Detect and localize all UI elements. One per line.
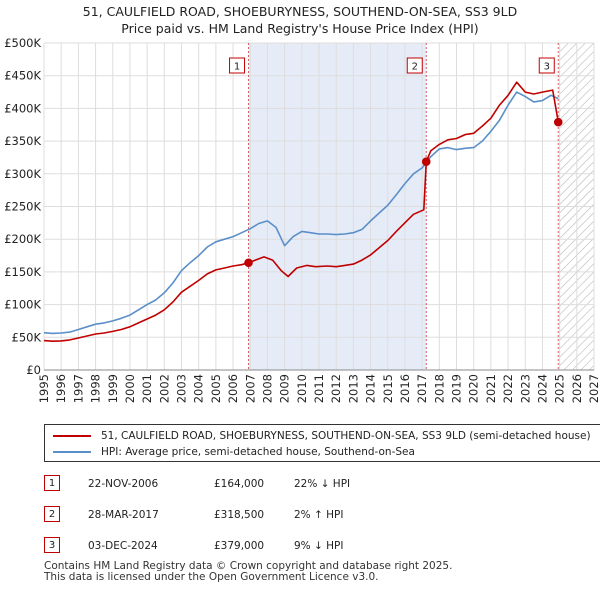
sale-point [421,157,431,167]
sale-label: 3 [544,62,550,73]
x-tick-label: 2013 [346,374,360,403]
x-tick-label: 2022 [501,374,515,403]
x-tick-label: 2021 [484,374,498,403]
x-tick-label: 2018 [432,374,446,403]
transaction-hpi: 2% ↑ HPI [294,509,344,521]
x-tick-label: 2019 [450,374,464,403]
legend-price-label: 51, CAULFIELD ROAD, SHOEBURYNESS, SOUTHE… [101,430,591,442]
sale-label: 1 [234,62,240,73]
price-chart: 1 2 3 £0 £50K £100K £150K £200K £250K £300K £350K £… [4,36,600,403]
legend-hpi-line [53,451,91,453]
transaction-number: 2 [44,506,60,522]
footer: Contains HM Land Registry data © Crown c… [44,561,452,583]
price-series-line [43,81,561,342]
sale-label-box [538,57,555,74]
footer-licence: This data is licensed under the Open Gov… [44,571,379,583]
x-tick-label: 2020 [467,374,481,403]
transaction-date: 03-DEC-2024 [88,540,158,552]
x-tick-label: 2010 [295,374,309,403]
x-tick-label: 2007 [243,374,257,403]
x-tick-label: 2015 [381,374,395,403]
x-tick-label: 2026 [570,374,584,403]
sale-label-box [406,57,423,74]
y-tick-label: £200K [4,232,41,246]
legend-item-hpi: HPI: Average price, semi-detached house,… [53,444,415,460]
y-tick-label: £50K [12,330,42,344]
legend: 51, CAULFIELD ROAD, SHOEBURYNESS, SOUTHE… [44,424,600,462]
x-tick-label: 2014 [364,374,378,403]
chart-subtitle: Price paid vs. HM Land Registry's House … [121,21,479,36]
x-tick-label: 2025 [553,374,567,403]
footer-copyright: Contains HM Land Registry data © Crown c… [44,560,453,572]
x-tick-label: 2023 [518,374,532,403]
y-tick-label: £300K [4,167,41,181]
transaction-price: £164,000 [214,478,265,490]
y-tick-label: £150K [4,265,41,279]
x-tick-label: 2012 [329,374,343,403]
chart-title-line: 51, CAULFIELD ROAD, SHOEBURYNESS, SOUTHE… [82,4,518,19]
legend-item-price: 51, CAULFIELD ROAD, SHOEBURYNESS, SOUTHE… [53,428,591,444]
y-tick-label: £250K [4,200,41,214]
x-tick-label: 1998 [89,374,103,403]
legend-price-line [53,435,91,437]
transaction-number: 3 [44,537,60,553]
x-tick-label: 2008 [260,374,274,403]
transaction-hpi: 9% ↓ HPI [294,540,344,552]
transaction-date: 28-MAR-2017 [88,509,159,521]
x-tick-label: 2003 [175,374,189,403]
x-tick-label: 1996 [54,374,68,403]
sale-point [244,258,253,268]
y-tick-label: £450K [4,69,41,83]
x-tick-label: 2016 [398,374,412,403]
x-tick-label: 2002 [157,374,171,403]
x-tick-label: 2001 [140,374,154,403]
x-tick-label: 2011 [312,374,326,403]
transaction-number: 1 [44,475,60,491]
hpi-series-line [43,91,559,335]
legend-hpi-label: HPI: Average price, semi-detached house,… [101,446,415,458]
x-tick-label: 2027 [587,374,600,403]
sale-label: 2 [412,62,418,73]
transaction-price: £318,500 [214,509,265,521]
transaction-date: 22-NOV-2006 [88,478,159,490]
x-tick-label: 2006 [226,374,240,403]
x-tick-label: 1999 [106,374,120,403]
x-tick-label: 1995 [37,374,51,403]
x-tick-label: 2024 [535,374,549,403]
chart-title: 51, CAULFIELD ROAD, SHOEBURYNESS, SOUTHE… [0,3,600,37]
x-tick-label: 2017 [415,374,429,403]
y-tick-label: £100K [4,298,41,312]
y-tick-label: £500K [4,36,41,50]
sale-label-box [229,57,246,74]
transaction-price: £379,000 [214,540,265,552]
x-tick-label: 2009 [278,374,292,403]
transaction-hpi: 22% ↓ HPI [294,478,351,490]
y-tick-label: £400K [4,101,41,115]
x-tick-label: 2004 [192,374,206,403]
x-tick-label: 1997 [71,374,85,403]
x-tick-label: 2005 [209,374,223,403]
x-tick-label: 2000 [123,374,137,403]
y-tick-label: £350K [4,134,41,148]
y-tick-label: £0 [26,363,41,377]
sale-point [553,117,563,127]
